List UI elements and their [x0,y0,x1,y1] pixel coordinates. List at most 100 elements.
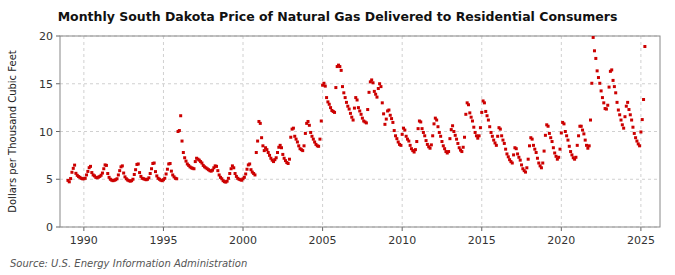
point [308,124,311,127]
point [133,173,136,176]
point [405,135,408,138]
tick-label-x: 2015 [468,234,496,247]
point [442,144,445,147]
tick-label-x: 1995 [149,234,177,247]
point [407,140,410,143]
tick-label-x: 1990 [70,234,98,247]
point [307,120,310,123]
point [580,125,583,128]
point [259,122,262,125]
point [548,132,551,135]
point [409,144,412,147]
tick-x [322,227,323,231]
point [84,177,87,180]
point [614,91,617,94]
tick-y [56,179,60,180]
tick-label-y: 15 [39,78,53,91]
point [589,119,592,122]
point [608,86,611,89]
point [566,139,569,142]
point [613,85,616,88]
point [243,176,246,179]
tick-label-x: 2020 [547,234,575,247]
point [227,177,230,180]
grid-line-x [481,36,482,227]
point [553,151,556,154]
tick-label-y: 0 [46,221,53,234]
point [464,113,467,116]
point [456,142,459,145]
point [375,96,378,99]
point [366,108,369,111]
point [552,146,555,149]
point [89,165,92,168]
point [436,125,439,128]
point [256,140,259,143]
point [612,79,615,82]
point [601,96,604,99]
grid-line-x [402,36,403,227]
point [322,82,325,85]
point [370,78,373,81]
point [460,150,463,153]
point [541,162,544,165]
tick-label-y: 10 [39,126,53,139]
y-axis-label: Dollars per Thousand Cubic Feet [7,50,18,213]
point [102,167,105,170]
point [605,108,608,111]
point [492,139,495,142]
point [634,136,637,139]
title: Monthly South Dakota Price of Natural Ga… [58,9,618,24]
point [72,167,75,170]
point [147,176,150,179]
point [629,113,632,116]
point [357,106,360,109]
point [582,132,585,135]
point [551,140,554,143]
point [230,167,233,170]
point [131,178,134,181]
point [391,121,394,124]
point [417,127,420,130]
point [490,131,493,134]
point [255,151,258,154]
point [105,164,108,167]
point [598,82,601,85]
point [559,148,562,151]
point [507,155,510,158]
grid [60,36,660,227]
point [329,106,332,109]
tick-label-x: 2010 [388,234,416,247]
point [246,168,249,171]
point [642,98,645,101]
point [163,177,166,180]
point [356,98,359,101]
point [468,111,471,114]
point [232,166,235,169]
point [631,126,634,129]
point [118,169,121,172]
point [617,109,620,112]
point [574,156,577,159]
point [185,160,188,163]
point [304,132,307,135]
tick-y [56,36,60,37]
grid-line-x [561,36,562,227]
point [333,111,336,114]
point [341,85,344,88]
point [377,87,380,90]
point [312,138,315,141]
point [610,68,613,71]
point [228,172,231,175]
point [399,144,402,147]
point [452,130,455,133]
point [519,159,522,162]
point [455,138,458,141]
point [471,119,474,122]
point [348,108,351,111]
point [175,177,178,180]
point [618,113,621,116]
point [394,134,397,137]
grid-line-y [60,83,660,84]
point [401,133,404,136]
